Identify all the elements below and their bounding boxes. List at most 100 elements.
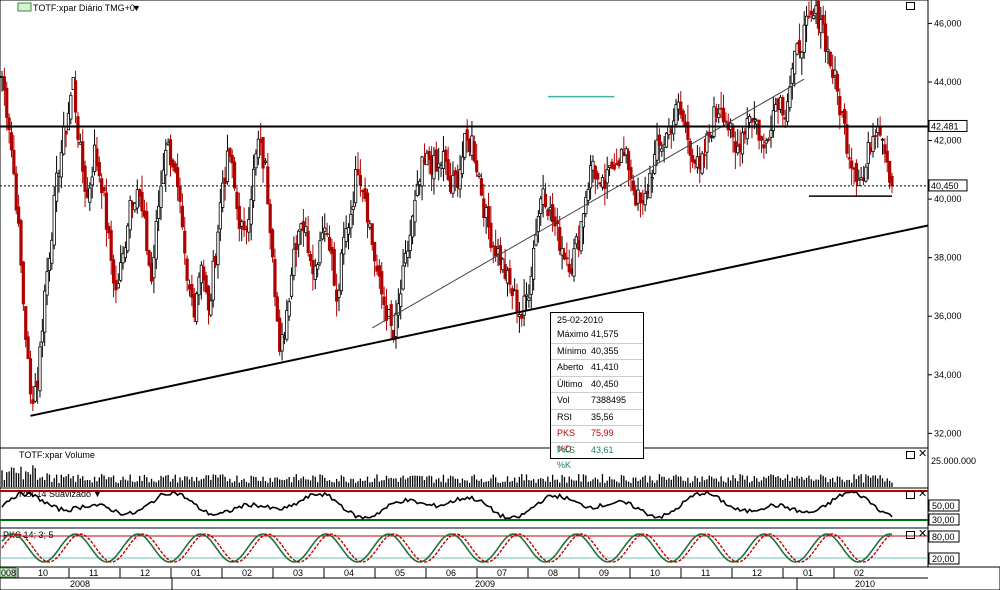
price-tick-label: 42,000 xyxy=(934,136,962,146)
candle-body xyxy=(828,51,832,67)
candle-body xyxy=(206,285,211,311)
candle-body xyxy=(50,239,54,264)
candle-body xyxy=(534,234,538,246)
candle-body xyxy=(81,141,85,172)
chevron-down-icon[interactable]: ▼ xyxy=(132,3,141,13)
tooltip-key: PKS %K xyxy=(557,444,576,471)
candle-body xyxy=(168,139,173,166)
month-label: 12 xyxy=(140,568,150,578)
candle-body xyxy=(211,260,215,301)
tooltip-row: RSI 35,56 xyxy=(551,408,643,426)
candle-body xyxy=(297,230,301,246)
candle-body xyxy=(702,154,707,157)
tooltip-value: 41,410 xyxy=(591,362,619,372)
candle-body xyxy=(463,133,467,158)
candle-body xyxy=(539,198,543,214)
candle-body xyxy=(757,119,761,141)
candle-body xyxy=(781,97,785,116)
tooltip-value: 43,61 xyxy=(591,444,614,455)
candle-body xyxy=(885,150,889,163)
price-candles xyxy=(0,0,894,412)
volume-bars xyxy=(1,465,893,487)
price-tick-label: 36,000 xyxy=(934,311,962,321)
candle-body xyxy=(788,86,792,108)
month-label: 02 xyxy=(242,568,252,578)
candle-body xyxy=(764,140,768,144)
close-icon[interactable]: ✕ xyxy=(918,487,928,500)
month-label: 08 xyxy=(548,568,558,578)
tooltip-key: Aberto xyxy=(557,362,584,372)
tooltip-key: Mínimo xyxy=(557,345,587,356)
candle-body xyxy=(845,124,849,154)
candle-body xyxy=(717,113,721,118)
close-icon[interactable]: ✕ xyxy=(918,527,928,540)
tooltip-row: Máximo 41,575 xyxy=(551,327,643,343)
candle-body xyxy=(109,230,113,261)
candle-body xyxy=(705,133,709,153)
support-trendline xyxy=(30,224,929,417)
candle-body xyxy=(854,162,859,182)
candle-body xyxy=(304,226,308,233)
candle-body xyxy=(73,80,78,113)
maximize-icon[interactable] xyxy=(906,491,915,502)
candle-body xyxy=(842,108,847,124)
candle-body xyxy=(197,276,201,296)
candle-body xyxy=(270,229,275,258)
candle-body xyxy=(346,227,351,235)
candle-body xyxy=(221,182,225,208)
candle-body xyxy=(14,173,18,211)
candle-body xyxy=(660,148,664,152)
tooltip-value: 7388495 xyxy=(591,395,627,405)
candle-body xyxy=(816,0,821,29)
maximize-icon[interactable] xyxy=(906,2,915,13)
candle-body xyxy=(306,230,310,254)
maximize-icon[interactable] xyxy=(906,531,915,542)
month-label: 12 xyxy=(752,568,762,578)
candle-body xyxy=(797,40,802,54)
candle-body xyxy=(190,284,194,298)
tooltip-key: Vol xyxy=(557,395,570,405)
tooltip-value: 41,575 xyxy=(591,329,619,339)
month-label: 10 xyxy=(650,568,660,578)
close-icon[interactable]: ✕ xyxy=(918,447,928,460)
candle-body xyxy=(823,23,828,52)
candle-body xyxy=(216,231,220,266)
candle-body xyxy=(451,174,455,194)
candle-body xyxy=(486,206,491,228)
candle-body xyxy=(401,265,405,290)
candle-body xyxy=(38,346,42,392)
candle-body xyxy=(185,258,189,281)
candle-body xyxy=(83,165,87,192)
candle-body xyxy=(313,265,317,280)
candle-body xyxy=(650,177,654,180)
candle-body xyxy=(558,226,562,251)
chart-type-icon[interactable] xyxy=(17,2,32,12)
candle-body xyxy=(759,136,764,141)
chevron-down-icon[interactable]: ▼ xyxy=(93,489,102,499)
candle-body xyxy=(140,191,144,212)
candle-body xyxy=(396,303,400,316)
candle-body xyxy=(591,160,595,171)
tooltip-row: Mínimo 40,355 xyxy=(551,342,643,360)
candle-body xyxy=(793,50,797,75)
candle-body xyxy=(242,221,246,231)
candle-body xyxy=(878,126,882,136)
candle-body xyxy=(339,252,343,292)
candle-body xyxy=(178,186,182,202)
candle-body xyxy=(26,336,30,360)
candle-body xyxy=(121,253,125,264)
month-label: 04 xyxy=(344,568,354,578)
candle-body xyxy=(356,169,360,176)
maximize-icon[interactable] xyxy=(906,451,915,462)
candle-body xyxy=(135,189,139,209)
candle-body xyxy=(31,399,35,404)
rsi-line xyxy=(1,490,893,520)
candle-body xyxy=(145,211,149,251)
candle-body xyxy=(123,247,128,259)
candle-body xyxy=(12,149,16,174)
candle-body xyxy=(370,223,374,246)
candle-body xyxy=(567,263,571,273)
candle-body xyxy=(64,130,68,135)
candle-body xyxy=(586,189,590,201)
candle-body xyxy=(888,160,892,183)
